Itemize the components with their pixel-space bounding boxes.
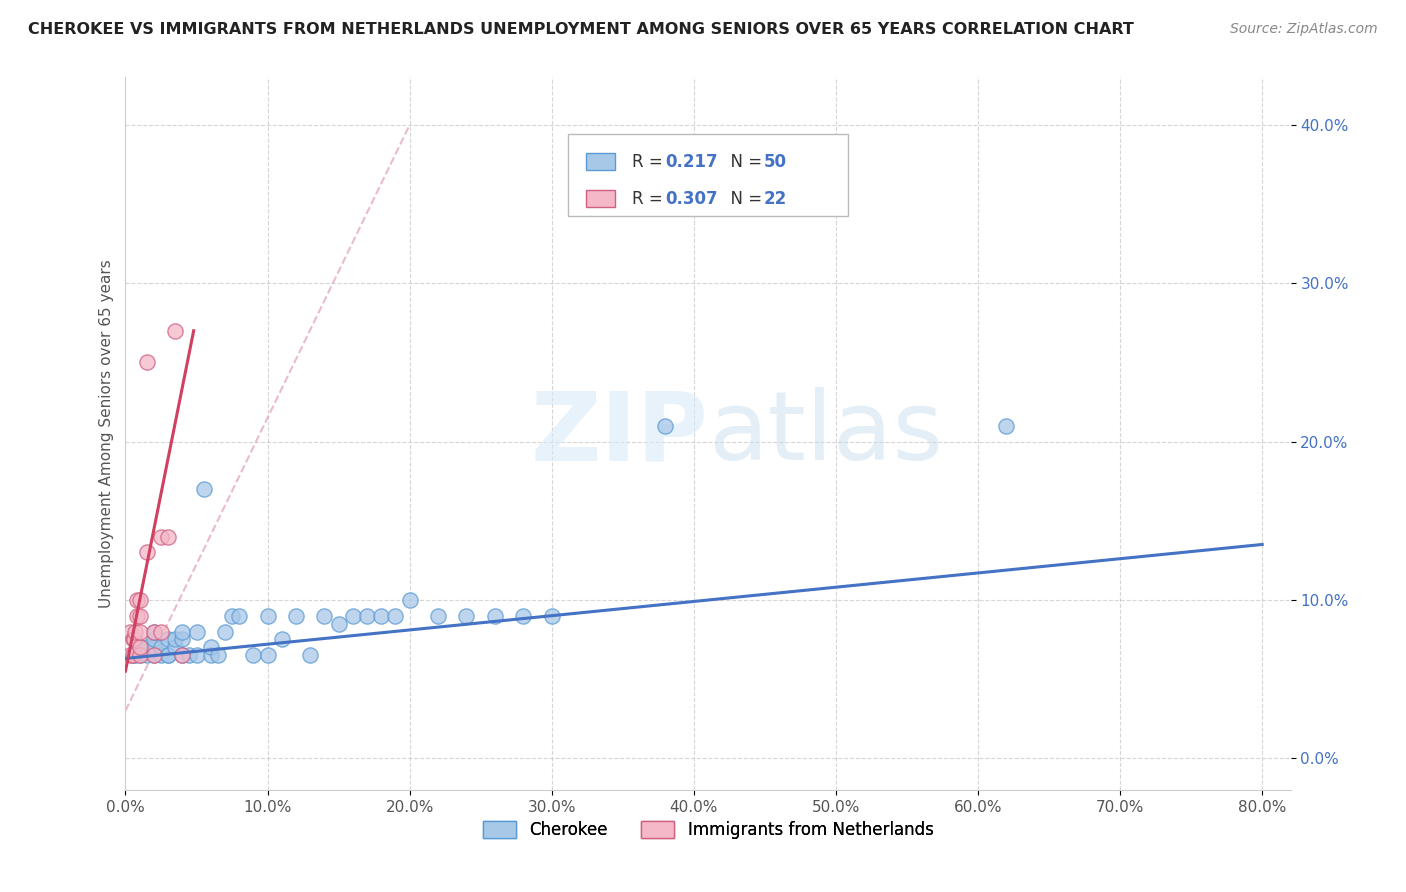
Point <box>150 648 173 663</box>
Point <box>157 648 180 663</box>
Text: N =: N = <box>720 189 768 208</box>
Point <box>157 632 180 647</box>
Point <box>186 648 208 663</box>
Point <box>398 592 420 607</box>
Text: CHEROKEE VS IMMIGRANTS FROM NETHERLANDS UNEMPLOYMENT AMONG SENIORS OVER 65 YEARS: CHEROKEE VS IMMIGRANTS FROM NETHERLANDS … <box>28 22 1135 37</box>
Point <box>384 608 406 623</box>
Text: Source: ZipAtlas.com: Source: ZipAtlas.com <box>1230 22 1378 37</box>
Point <box>142 648 165 663</box>
Point <box>118 648 141 663</box>
Text: R =: R = <box>633 189 668 208</box>
Y-axis label: Unemployment Among Seniors over 65 years: Unemployment Among Seniors over 65 years <box>100 260 114 608</box>
Point <box>142 624 165 639</box>
Point <box>172 648 194 663</box>
Point <box>157 530 180 544</box>
Point <box>121 648 143 663</box>
Point <box>654 418 676 433</box>
FancyBboxPatch shape <box>586 190 614 208</box>
Point <box>484 608 506 623</box>
Point <box>512 608 534 623</box>
Point <box>356 608 378 623</box>
Point <box>285 608 308 623</box>
Point <box>172 648 194 663</box>
Point <box>427 608 450 623</box>
Point <box>135 545 157 559</box>
Point <box>128 592 150 607</box>
Point <box>142 632 165 647</box>
Point <box>128 608 150 623</box>
FancyBboxPatch shape <box>586 153 614 170</box>
Point <box>124 624 146 639</box>
Text: 0.217: 0.217 <box>665 153 717 170</box>
Point <box>142 640 165 655</box>
Point <box>135 648 157 663</box>
Text: R =: R = <box>633 153 668 170</box>
Point <box>128 648 150 663</box>
Point <box>342 608 364 623</box>
Legend: Cherokee, Immigrants from Netherlands: Cherokee, Immigrants from Netherlands <box>475 814 941 846</box>
Point <box>157 648 180 663</box>
Point <box>165 632 187 647</box>
Point <box>193 482 215 496</box>
Text: atlas: atlas <box>709 387 943 480</box>
Point <box>314 608 336 623</box>
Point <box>142 624 165 639</box>
Point <box>135 355 157 369</box>
Point <box>256 648 278 663</box>
Text: 50: 50 <box>763 153 787 170</box>
Point <box>299 648 322 663</box>
Point <box>122 632 145 647</box>
Text: 22: 22 <box>763 189 787 208</box>
Point <box>207 648 229 663</box>
Point <box>186 624 208 639</box>
Point <box>172 632 194 647</box>
Point <box>150 640 173 655</box>
Point <box>200 648 222 663</box>
Point <box>128 648 150 663</box>
Point <box>228 608 250 623</box>
Point <box>200 640 222 655</box>
Point <box>221 608 243 623</box>
Point <box>128 640 150 655</box>
Point <box>370 608 392 623</box>
Point <box>328 616 350 631</box>
Point <box>256 608 278 623</box>
Point <box>172 624 194 639</box>
Point <box>165 324 187 338</box>
Point <box>150 624 173 639</box>
Point <box>456 608 478 623</box>
Point <box>125 592 148 607</box>
Point <box>118 624 141 639</box>
Text: ZIP: ZIP <box>530 387 709 480</box>
Point <box>179 648 201 663</box>
Point <box>121 632 143 647</box>
Text: 0.307: 0.307 <box>665 189 717 208</box>
Point <box>125 608 148 623</box>
Point <box>121 648 143 663</box>
Point <box>270 632 292 647</box>
Point <box>128 640 150 655</box>
Point <box>150 530 173 544</box>
FancyBboxPatch shape <box>568 135 848 217</box>
Point <box>135 640 157 655</box>
Text: N =: N = <box>720 153 768 170</box>
Point <box>124 648 146 663</box>
Point <box>142 648 165 663</box>
Point <box>995 418 1018 433</box>
Point <box>214 624 236 639</box>
Point <box>540 608 562 623</box>
Point <box>242 648 264 663</box>
Point <box>165 640 187 655</box>
Point <box>128 624 150 639</box>
